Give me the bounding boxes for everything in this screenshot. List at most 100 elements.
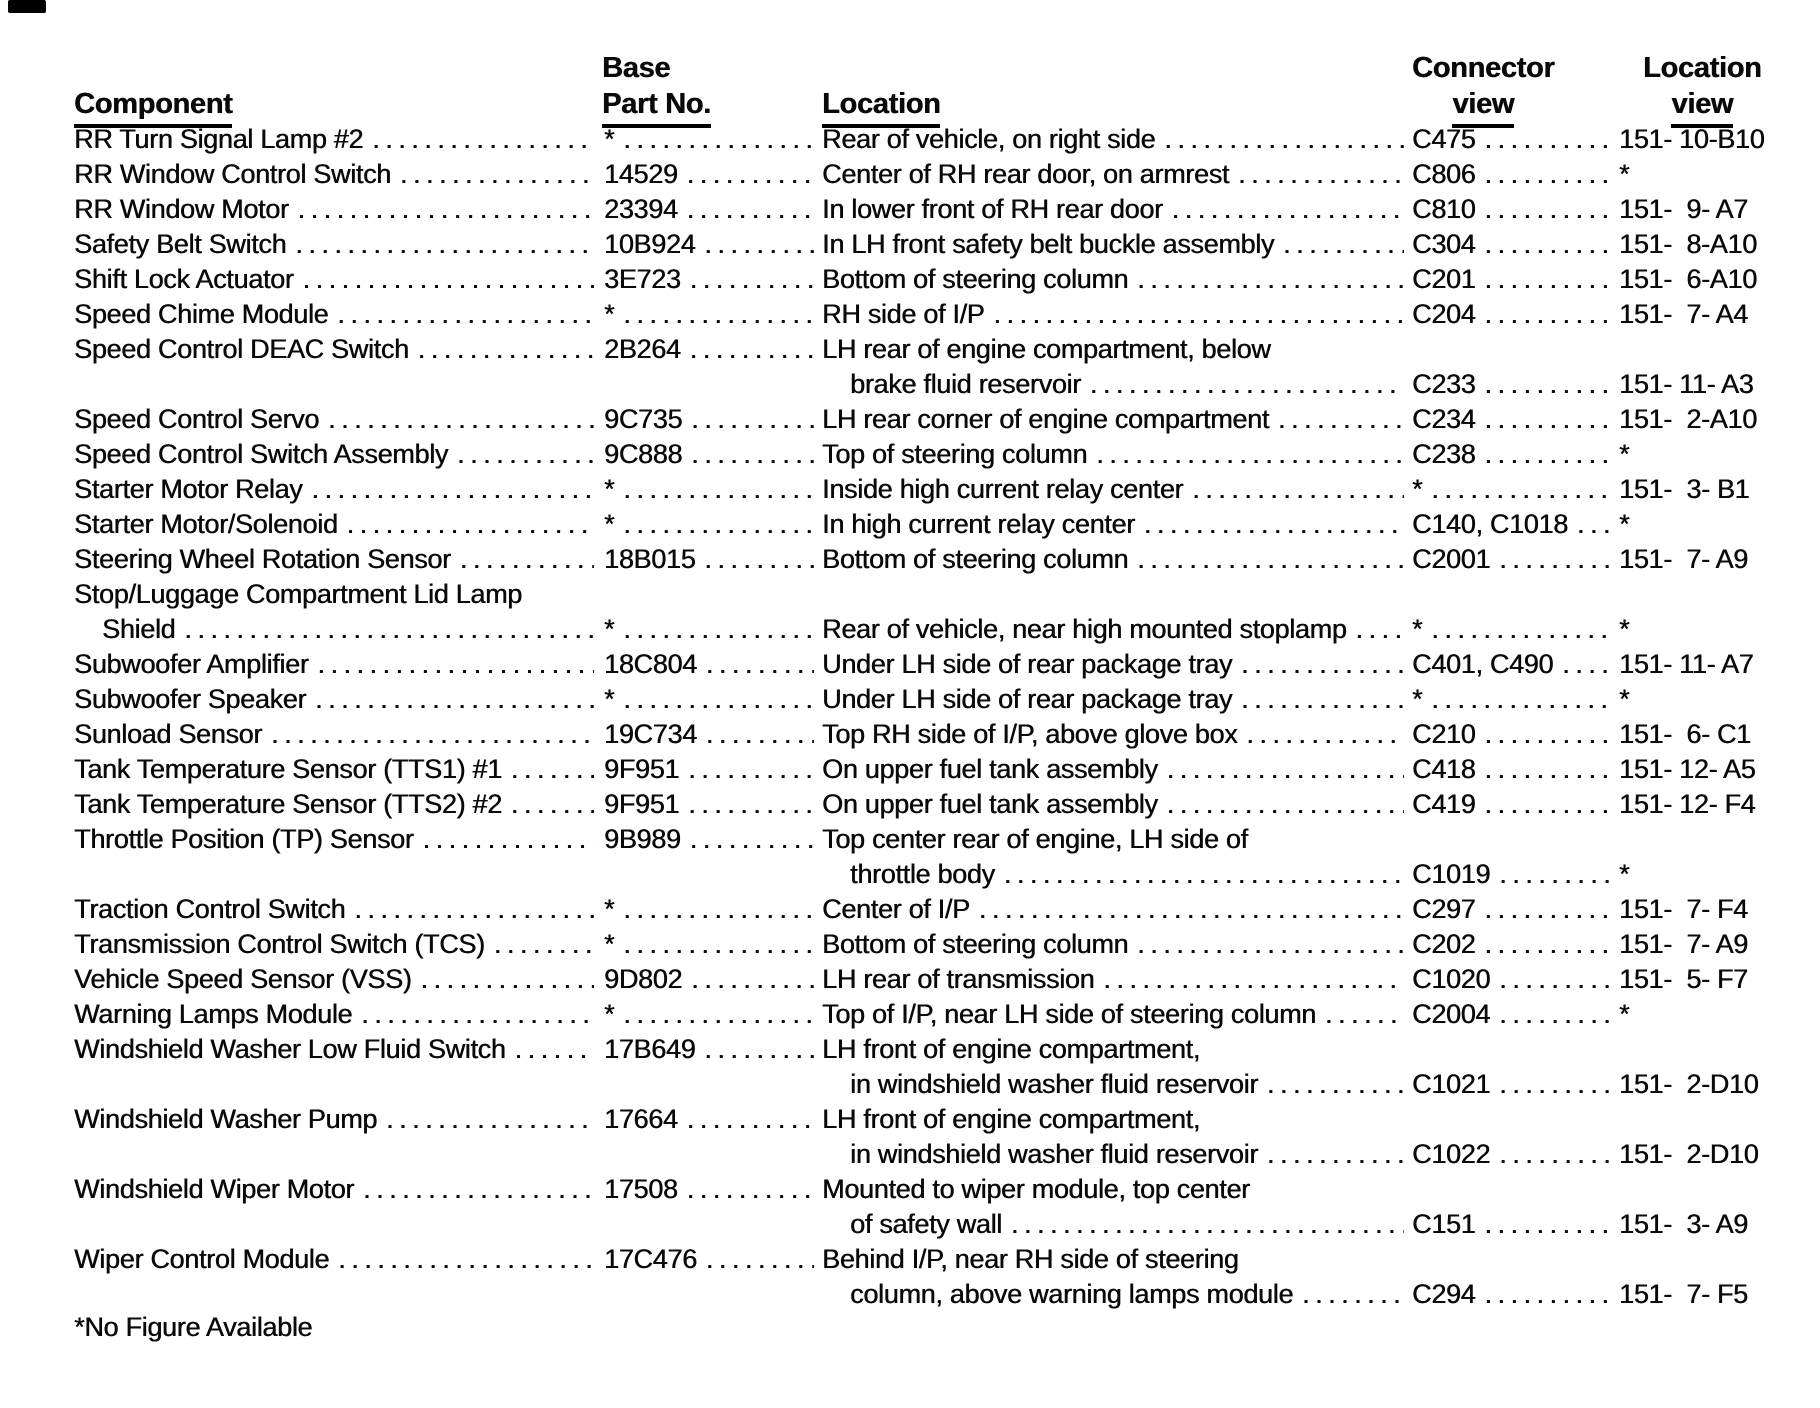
base-part-no-cell <box>602 367 822 402</box>
table-row: Tank Temperature Sensor (TTS1) #1 9F951 … <box>74 752 1799 787</box>
connector-view-cell <box>1412 1172 1619 1207</box>
location-view-text: * <box>1619 614 1630 644</box>
location-text: Top RH side of I/P, above glove box <box>822 719 1238 749</box>
connector-view-cell: C210 <box>1412 717 1619 752</box>
location-view-cell <box>1619 1102 1799 1137</box>
location-text: Center of I/P <box>822 894 970 924</box>
location-text: LH front of engine compartment, <box>822 1034 1200 1064</box>
dot-leader <box>687 1102 814 1137</box>
location-text: LH rear of transmission <box>822 964 1095 994</box>
base-part-no-cell <box>602 857 822 892</box>
table-row: Sunload Sensor 19C734 Top RH side of I/P… <box>74 717 1799 752</box>
table-header: Component Base Part No. Location Connect… <box>74 50 1799 128</box>
base-part-no-cell: 9C888 <box>602 437 822 472</box>
location-text: In LH front safety belt buckle assembly <box>822 229 1275 259</box>
connector-view-cell: C238 <box>1412 437 1619 472</box>
dot-leader <box>1484 122 1611 157</box>
component-cell <box>74 1137 602 1172</box>
table-row: Speed Chime Module * RH side of I/P C204… <box>74 297 1799 332</box>
location-view-cell <box>1619 1032 1799 1067</box>
location-view-cell: * <box>1619 857 1799 892</box>
connector-view-text: C151 <box>1412 1209 1476 1239</box>
dot-leader <box>1499 1067 1611 1102</box>
component-text: RR Window Motor <box>74 194 289 224</box>
dot-leader <box>1164 122 1404 157</box>
location-cell: Top of steering column <box>822 437 1412 472</box>
dot-leader <box>623 507 814 542</box>
connector-view-cell <box>1412 1102 1619 1137</box>
component-text: Vehicle Speed Sensor (VSS) <box>74 964 412 994</box>
base-part-no-cell: 17B649 <box>602 1032 822 1067</box>
base-part-no-cell: 9F951 <box>602 787 822 822</box>
connector-view-cell: C1021 <box>1412 1067 1619 1102</box>
dot-leader <box>1267 1067 1404 1102</box>
base-part-no-cell: * <box>602 612 822 647</box>
base-part-no-cell <box>602 577 822 612</box>
location-view-text: 151- 12- F4 <box>1619 789 1756 819</box>
dot-leader <box>347 507 594 542</box>
component-cell: Throttle Position (TP) Sensor <box>74 822 602 857</box>
base-part-no-text: 10B924 <box>604 229 696 259</box>
dot-leader <box>1484 717 1611 752</box>
dot-leader <box>623 612 814 647</box>
location-cell: column, above warning lamps module <box>822 1277 1412 1312</box>
table-body: RR Turn Signal Lamp #2 * Rear of vehicle… <box>74 122 1799 1312</box>
base-part-no-text: * <box>604 894 615 924</box>
location-text: Top of I/P, near LH side of steering col… <box>822 999 1316 1029</box>
location-view-cell <box>1619 1172 1799 1207</box>
base-part-no-cell: 10B924 <box>602 227 822 262</box>
header-component-label: Component <box>74 86 233 128</box>
component-text: Subwoofer Speaker <box>74 684 307 714</box>
dot-leader <box>1241 682 1404 717</box>
location-view-cell: 151- 5- F7 <box>1619 962 1799 997</box>
dot-leader <box>704 1032 814 1067</box>
location-view-text: 151- 8-A10 <box>1619 229 1757 259</box>
location-cell: brake fluid reservoir <box>822 367 1412 402</box>
dot-leader <box>1484 297 1611 332</box>
base-part-no-text: 2B264 <box>604 334 681 364</box>
component-cell <box>74 1277 602 1312</box>
location-text: In lower front of RH rear door <box>822 194 1163 224</box>
table-row: Windshield Wiper Motor 17508 Mounted to … <box>74 1172 1799 1207</box>
location-cell: LH front of engine compartment, <box>822 1032 1412 1067</box>
location-view-text: 151- 10-B10 <box>1619 124 1765 154</box>
component-cell: Tank Temperature Sensor (TTS1) #1 <box>74 752 602 787</box>
dot-leader <box>1484 1207 1611 1242</box>
location-view-text: * <box>1619 159 1630 189</box>
dot-leader <box>688 752 814 787</box>
base-part-no-text: * <box>604 614 615 644</box>
base-part-no-cell: 9F951 <box>602 752 822 787</box>
dot-leader <box>1241 647 1404 682</box>
dot-leader <box>1484 787 1611 822</box>
location-cell: LH rear corner of engine compartment <box>822 402 1412 437</box>
base-part-no-cell: * <box>602 297 822 332</box>
table-row: Subwoofer Speaker * Under LH side of rea… <box>74 682 1799 717</box>
table-row: Stop/Luggage Compartment Lid Lamp <box>74 577 1799 612</box>
location-cell: Under LH side of rear package tray <box>822 682 1412 717</box>
dot-leader <box>511 787 594 822</box>
connector-view-text: C204 <box>1412 299 1476 329</box>
location-view-text: * <box>1619 509 1630 539</box>
location-cell <box>822 577 1412 612</box>
dot-leader <box>706 1242 814 1277</box>
connector-view-cell: C297 <box>1412 892 1619 927</box>
connector-view-text: C238 <box>1412 439 1476 469</box>
location-text: Center of RH rear door, on armrest <box>822 159 1229 189</box>
base-part-no-text: 23394 <box>604 194 678 224</box>
dot-leader <box>298 192 594 227</box>
component-cell <box>74 857 602 892</box>
location-view-text: * <box>1619 439 1630 469</box>
connector-view-cell: C234 <box>1412 402 1619 437</box>
dot-leader <box>460 542 594 577</box>
location-cell: Top RH side of I/P, above glove box <box>822 717 1412 752</box>
dot-leader <box>1499 997 1611 1032</box>
dot-leader <box>1090 367 1404 402</box>
component-cell: Speed Control DEAC Switch <box>74 332 602 367</box>
location-text: Bottom of steering column <box>822 264 1129 294</box>
dot-leader <box>691 962 814 997</box>
base-part-no-cell: * <box>602 122 822 157</box>
dot-leader <box>328 402 594 437</box>
dot-leader <box>623 682 814 717</box>
component-cell: Warning Lamps Module <box>74 997 602 1032</box>
